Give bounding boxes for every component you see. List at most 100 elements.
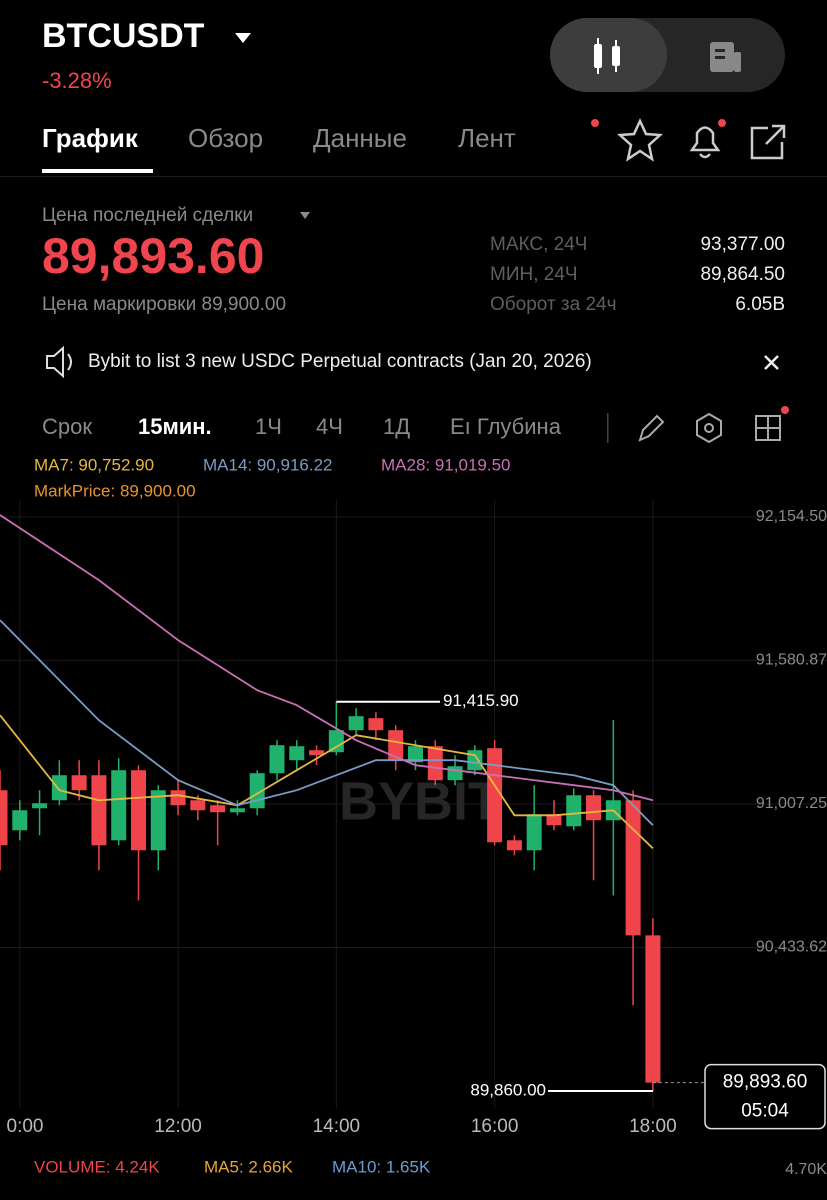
tab[interactable]: График [42, 123, 139, 153]
candle-body [269, 745, 285, 774]
chart: BYBIT 91,415.90 89,860.00 89,893.60 05:04 92,… [0, 455, 827, 1178]
candle-body [487, 748, 503, 843]
candle-body [526, 814, 542, 851]
star-icon[interactable] [616, 118, 664, 162]
watermark: BYBIT [339, 771, 501, 831]
candle-body [388, 730, 404, 761]
candle-body [32, 803, 48, 809]
candle-body [130, 770, 146, 851]
timeframe[interactable]: 1Ч [255, 414, 282, 439]
tab[interactable]: Лент [458, 123, 516, 153]
volume-legend: VOLUME: 4.24K [34, 1157, 160, 1176]
candle-body [586, 795, 602, 821]
candle-body [229, 808, 245, 813]
ma-line [0, 714, 654, 849]
legend-entry: MarkPrice: 89,900.00 [34, 481, 196, 500]
divider [607, 413, 609, 443]
candle-body [328, 730, 344, 753]
candle-body [467, 750, 483, 771]
candle-body [111, 770, 127, 841]
x-tick-label: 12:00 [154, 1116, 202, 1137]
close-icon[interactable] [764, 355, 779, 370]
stat-label: Оборот за 24ч [490, 294, 617, 315]
candle-body [0, 790, 8, 846]
tab[interactable]: Обзор [188, 123, 263, 153]
candle-body [91, 775, 107, 846]
x-tick-label: 0:00 [7, 1116, 44, 1137]
candle-body [190, 800, 206, 811]
bell-icon[interactable] [689, 126, 721, 159]
settings-icon-dot [704, 423, 714, 433]
badge [591, 119, 599, 127]
timeframe[interactable]: 15мин. [138, 414, 212, 439]
x-tick-label: 16:00 [471, 1116, 519, 1137]
candle-body [566, 795, 582, 827]
stat-value: 89,864.50 [700, 264, 785, 285]
ma-line [0, 514, 654, 802]
settings-icon[interactable] [696, 412, 722, 444]
stat-label: МИН, 24Ч [490, 264, 578, 285]
candle-body [427, 746, 443, 781]
mark-price: Цена маркировки 89,900.00 [42, 294, 286, 315]
toggle-chart[interactable] [550, 18, 667, 92]
candle-body [12, 810, 28, 831]
timeframe[interactable]: Eı Глубина [450, 414, 562, 439]
low-marker-label: 89,860.00 [470, 1080, 546, 1099]
stat-value: 93,377.00 [700, 234, 785, 255]
tab-underline [42, 169, 153, 173]
symbol[interactable]: BTCUSDT [42, 17, 205, 55]
timeframe[interactable]: 1Д [383, 414, 410, 439]
candle-body [407, 746, 423, 763]
badge [718, 119, 726, 127]
ma-line [0, 619, 654, 826]
stat-value: 6.05B [735, 294, 785, 315]
share-icon[interactable] [750, 124, 786, 160]
candle-body [546, 814, 562, 826]
candle-icon [594, 38, 620, 74]
legend-entry: MA28: 91,019.50 [381, 455, 510, 474]
candle-body [150, 790, 166, 851]
last-price: 89,893.60 [42, 228, 264, 284]
candle-body [447, 766, 463, 781]
legend-entry: MA7: 90,752.90 [34, 455, 154, 474]
candle-body [289, 746, 305, 761]
y-tick-label: 90,433.62 [756, 939, 827, 956]
y-tick-label: 92,154.50 [756, 508, 827, 525]
divider [0, 176, 827, 177]
speaker-icon [46, 345, 72, 379]
candle-body [170, 790, 186, 806]
volume-legend: MA10: 1.65K [332, 1157, 431, 1176]
candle-body [71, 775, 87, 791]
candle-body [368, 718, 384, 731]
candle-body [506, 840, 522, 851]
price-label[interactable]: Цена последней сделки [42, 205, 253, 226]
timeframe[interactable]: 4Ч [316, 414, 343, 439]
info-icon[interactable] [710, 42, 741, 72]
draw-icon[interactable] [638, 414, 665, 442]
legend-entry: MA14: 90,916.22 [203, 455, 332, 474]
stat-label: МАКС, 24Ч [490, 234, 587, 255]
volume-legend: MA5: 2.66K [204, 1157, 293, 1176]
price-dropdown[interactable] [300, 212, 310, 219]
announcement[interactable]: Bybit to list 3 new USDC Perpetual contr… [88, 351, 592, 372]
countdown: 05:04 [741, 1101, 789, 1122]
candle-body [645, 935, 661, 1083]
symbol-dropdown[interactable] [235, 33, 251, 43]
candle-body [348, 716, 364, 731]
high-marker-label: 91,415.90 [443, 691, 519, 710]
x-tick-label: 18:00 [629, 1116, 677, 1137]
volume-axis-label: 4.70K [785, 1161, 827, 1178]
y-tick-label: 91,007.25 [756, 795, 827, 812]
badge [781, 406, 789, 414]
candle-body [625, 800, 641, 936]
timeframe[interactable]: Срок [42, 414, 92, 439]
tab[interactable]: Данные [313, 123, 407, 153]
x-tick-label: 14:00 [313, 1116, 361, 1137]
change: -3.28% [42, 68, 112, 93]
last-price-label: 89,893.60 [723, 1072, 808, 1093]
candle-body [210, 805, 226, 813]
layout-icon[interactable] [755, 415, 781, 441]
